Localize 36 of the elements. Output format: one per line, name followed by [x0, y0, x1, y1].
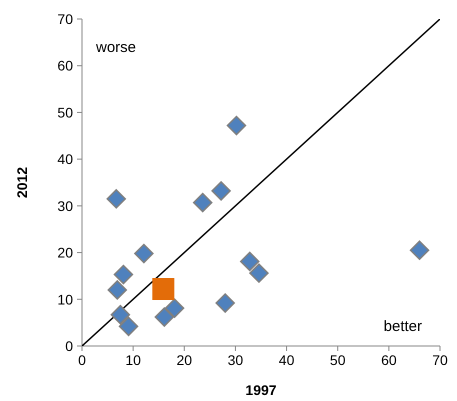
point [118, 316, 138, 336]
point [134, 244, 154, 264]
x-tick-label: 0 [78, 352, 86, 368]
y-tick-label: 50 [57, 104, 74, 120]
point [114, 264, 134, 284]
point [211, 181, 231, 201]
x-tick-label: 20 [176, 352, 192, 368]
x-tick-label: 70 [432, 352, 448, 368]
y-tick-label: 10 [57, 291, 74, 308]
x-tick-label: 10 [125, 352, 142, 368]
y-tick-label: 20 [57, 244, 74, 261]
point [152, 278, 174, 300]
point [249, 263, 269, 283]
y-tick-label: 0 [65, 338, 74, 354]
y-axis-title: 2012 [14, 166, 30, 198]
annotation: better [384, 318, 422, 335]
point [215, 293, 235, 313]
point [410, 240, 430, 260]
x-tick-label: 30 [228, 352, 244, 368]
x-axis-title: 1997 [245, 382, 277, 398]
y-tick-label: 30 [57, 198, 74, 214]
point [192, 192, 212, 212]
y-tick-label: 60 [57, 58, 74, 74]
x-tick-label: 40 [278, 352, 295, 368]
point [108, 280, 128, 300]
annotation: worse [95, 39, 136, 56]
y-tick-label: 70 [57, 10, 74, 27]
x-tick-label: 60 [381, 352, 397, 368]
point [240, 252, 260, 272]
point [110, 304, 130, 324]
point [164, 298, 184, 318]
point [106, 189, 126, 209]
point [226, 116, 246, 136]
x-tick-label: 50 [330, 352, 346, 368]
y-tick-label: 40 [57, 151, 74, 168]
point [154, 307, 174, 327]
